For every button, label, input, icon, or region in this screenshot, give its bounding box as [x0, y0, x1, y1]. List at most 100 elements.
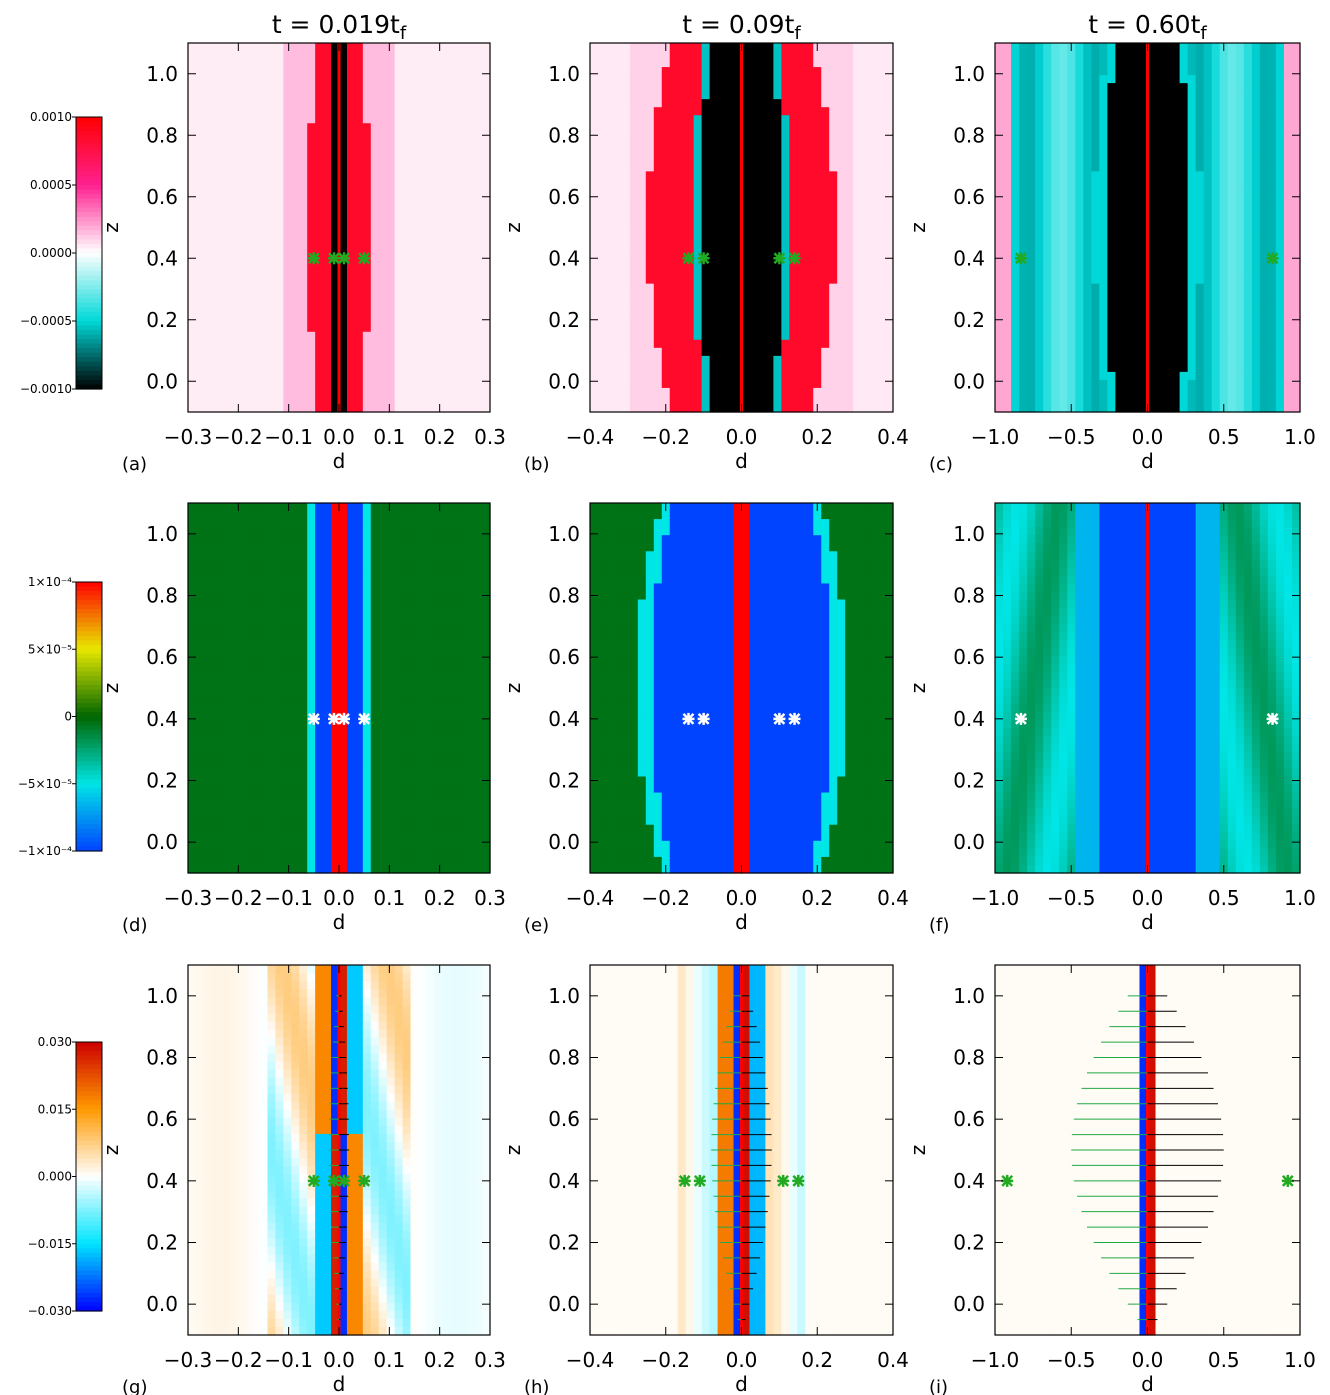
heatmap-cell [669, 267, 679, 277]
heatmap-cell [757, 195, 767, 205]
heatmap-cell [605, 219, 615, 229]
heatmap-cell [749, 363, 759, 373]
heatmap-cell [1043, 179, 1052, 188]
heatmap-cell [1179, 43, 1189, 52]
heatmap-cell [757, 371, 767, 381]
heatmap-cell [362, 115, 372, 124]
heatmap-cell [590, 403, 599, 413]
heatmap-cell [402, 331, 412, 341]
heatmap-cell [653, 59, 663, 68]
heatmap-cell [211, 387, 221, 397]
heatmap-cell [1115, 123, 1125, 132]
heatmap-cell [629, 107, 639, 116]
heatmap-cell [466, 67, 475, 76]
heatmap-cell [1035, 139, 1044, 148]
heatmap-cell [283, 107, 292, 116]
heatmap-cell [877, 227, 886, 237]
heatmap-cell [645, 235, 655, 245]
heatmap-cell [1035, 347, 1044, 357]
heatmap-cell [995, 83, 1004, 92]
heatmap-cell [637, 123, 647, 132]
heatmap-cell [243, 331, 253, 341]
heatmap-cell [1147, 219, 1157, 229]
heatmap-cell [410, 275, 420, 285]
heatmap-cell [394, 99, 404, 108]
heatmap-cell [259, 147, 269, 156]
heatmap-cell [346, 251, 356, 261]
heatmap-cell [861, 355, 870, 365]
heatmap-cell [837, 403, 846, 413]
heatmap-cell [474, 251, 483, 261]
heatmap-cell [821, 179, 830, 188]
heatmap-cell [354, 171, 364, 180]
heatmap-cell [765, 371, 774, 381]
heatmap-cell [590, 235, 599, 245]
heatmap-cell [773, 275, 782, 285]
heatmap-cell [701, 315, 711, 325]
heatmap-cell [1051, 227, 1060, 237]
heatmap-cell [458, 379, 467, 389]
heatmap-cell [211, 187, 221, 197]
heatmap-cell [307, 107, 316, 116]
heatmap-cell [765, 363, 774, 373]
heatmap-cell [757, 107, 767, 116]
colorbar-tick-label: −1×10⁻⁴ [18, 844, 72, 858]
heatmap-cell [1011, 395, 1020, 405]
heatmap-cell [251, 67, 261, 76]
heatmap-cell [370, 59, 380, 68]
heatmap-cell [227, 43, 237, 52]
heatmap-cell [402, 347, 412, 357]
heatmap-cell [1147, 363, 1157, 373]
heatmap-cell [1195, 179, 1205, 188]
heatmap-cell [805, 75, 814, 84]
heatmap-cell [466, 267, 475, 277]
heatmap-cell [307, 171, 316, 180]
heatmap-cell [853, 51, 862, 60]
heatmap-cell [195, 115, 205, 124]
x-tick-label: −0.1 [264, 425, 313, 449]
heatmap-cell [1067, 179, 1076, 188]
heatmap-cell [1107, 75, 1116, 84]
heatmap-cell [402, 43, 412, 52]
heatmap-cell [259, 155, 269, 164]
heatmap-cell [315, 299, 324, 309]
heatmap-cell [789, 291, 798, 301]
heatmap-cell [717, 107, 727, 116]
heatmap-cell [323, 67, 332, 76]
heatmap-cell [693, 51, 703, 60]
colorbar-swatch [76, 144, 102, 150]
heatmap-cell [781, 155, 790, 164]
heatmap-cell [797, 395, 806, 405]
heatmap-cell [797, 403, 806, 413]
heatmap-cell [693, 283, 703, 293]
heatmap-cell [251, 291, 261, 301]
heatmap-cell [466, 259, 475, 269]
heatmap-cell [227, 275, 237, 285]
heatmap-cell [323, 307, 332, 317]
heatmap-cell [1051, 235, 1060, 245]
heatmap-cell [757, 259, 767, 269]
heatmap-cell [645, 395, 655, 405]
heatmap-cell [370, 171, 380, 180]
heatmap-cell [629, 195, 639, 205]
colorbar-swatch [76, 1252, 102, 1258]
heatmap-cell [1051, 91, 1060, 100]
heatmap-cell [331, 187, 340, 197]
heatmap-cell [629, 379, 639, 389]
heatmap-cell [434, 123, 443, 132]
heatmap-cell [251, 395, 261, 405]
heatmap-cell [323, 43, 332, 52]
heatmap-cell [450, 219, 459, 229]
heatmap-cell [1035, 291, 1044, 301]
heatmap-cell [1179, 323, 1189, 333]
heatmap-cell [1019, 243, 1028, 253]
heatmap-cell [741, 227, 751, 237]
heatmap-cell [243, 371, 253, 381]
heatmap-cell [1179, 147, 1189, 156]
heatmap-cell [781, 91, 790, 100]
heatmap-cell [450, 187, 459, 197]
heatmap-cell [307, 51, 316, 60]
heatmap-cell [386, 139, 396, 148]
heatmap-cell [299, 75, 308, 84]
